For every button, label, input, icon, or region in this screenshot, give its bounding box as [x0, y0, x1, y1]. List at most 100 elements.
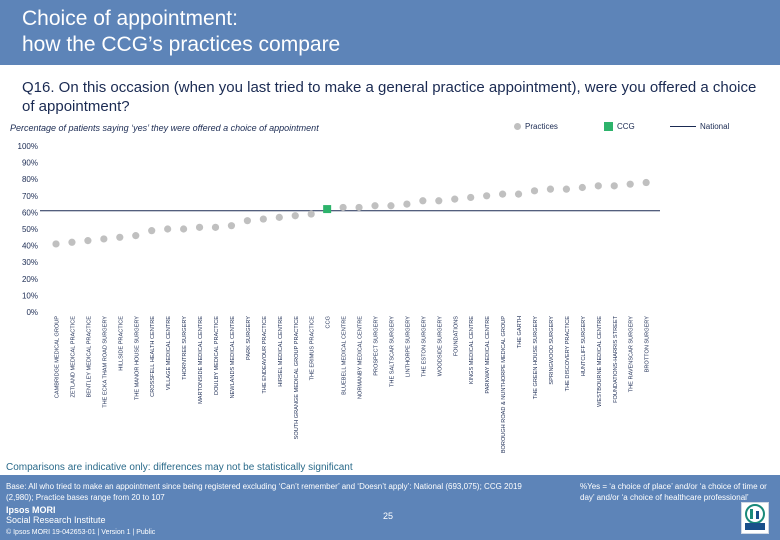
practice-point: [339, 203, 347, 212]
legend-ccg: CCG: [604, 122, 635, 131]
x-category-label: THE ECKA THAM ROAD SURGERY: [102, 316, 108, 408]
slide-title: Choice of appointment: how the CCG’s pra…: [22, 6, 340, 58]
practice-point: [483, 192, 491, 200]
page-number: 25: [383, 511, 394, 521]
practice-point: [291, 212, 299, 220]
x-category-label: THE GARTH: [517, 316, 523, 348]
x-category-label: FOUNDATIONS: [453, 316, 459, 357]
x-category-label: THE DISCOVERY PRACTICE: [565, 316, 571, 392]
x-category-label: BLUEBELL MEDICAL CENTRE: [342, 316, 348, 395]
practice-point: [132, 232, 140, 240]
x-category-label: VILLAGE MEDICAL CENTRE: [166, 316, 172, 390]
social-research-institute: Social Research Institute: [6, 515, 106, 525]
x-category-label: SPRINGWOOD SURGERY: [549, 316, 555, 385]
practice-point: [546, 185, 555, 193]
y-tick-label: 60%: [22, 208, 38, 217]
x-category-label: THE GREEN HOUSE SURGERY: [533, 316, 539, 399]
x-category-label: BENTLEY MEDICAL PRACTICE: [86, 316, 92, 398]
ipsos-mori-name: Ipsos MORI: [6, 505, 56, 515]
x-category-label: THE ENDEAVOUR PRACTICE: [262, 316, 268, 394]
legend-ccg-swatch: [604, 122, 613, 131]
x-category-label: WOODSIDE SURGERY: [437, 316, 443, 376]
x-category-label: PARKWAY MEDICAL CENTRE: [485, 316, 491, 394]
x-category-label: NEWLANDS MEDICAL CENTRE: [230, 316, 236, 399]
practice-point: [195, 223, 204, 231]
legend-national-label: National: [700, 122, 730, 131]
practice-point: [243, 217, 251, 225]
comparison-note: Comparisons are indicative only: differe…: [6, 462, 353, 473]
slide-header: [0, 0, 780, 65]
x-category-label: WESTBOURNE MEDICAL CENTRE: [597, 316, 603, 407]
y-tick-label: 90%: [22, 159, 38, 168]
x-category-label: PARK SURGERY: [246, 316, 252, 360]
ipsos-mori-wordmark: Ipsos MORI Social Research Institute: [6, 505, 106, 525]
legend-ccg-label: CCG: [617, 122, 635, 131]
y-tick-label: 0%: [26, 308, 38, 317]
practice-point: [610, 182, 618, 190]
legend-national-swatch: [670, 126, 696, 127]
footer-copyright: © Ipsos MORI 19-042653-01 | Version 1 | …: [6, 529, 156, 536]
practice-point: [307, 210, 315, 218]
practice-point: [355, 203, 363, 212]
x-category-label: CCG: [326, 316, 332, 328]
x-category-label: NORMANBY MEDICAL CENTRE: [358, 316, 364, 399]
practice-point: [403, 200, 411, 208]
y-tick-label: 40%: [22, 242, 38, 251]
x-category-label: FOUNDATIONS-HARRIS STREET: [613, 315, 619, 402]
practice-point: [562, 185, 571, 193]
y-tick-label: 30%: [22, 258, 38, 267]
practice-point: [419, 197, 427, 205]
practice-point: [451, 195, 459, 203]
practice-point: [211, 223, 220, 231]
practice-point: [435, 197, 443, 205]
x-category-label: ZETLAND MEDICAL PRACTICE: [70, 316, 76, 398]
practice-point: [578, 183, 586, 192]
title-line-1: Choice of appointment:: [22, 7, 238, 30]
y-tick-label: 10%: [22, 291, 38, 300]
x-category-label: LINTHORPE SURGERY: [405, 316, 411, 377]
x-category-label: THE SALTSCAR SURGERY: [389, 316, 395, 387]
practice-point: [467, 193, 475, 202]
practice-point: [514, 190, 523, 198]
x-category-label: CAMBRIDGE MEDICAL GROUP: [55, 316, 61, 398]
legend-practices-label: Practices: [525, 122, 558, 131]
ccg-point: [323, 205, 332, 214]
ipsos-logo-graphic: [745, 504, 765, 530]
y-tick-label: 70%: [22, 192, 38, 201]
x-category-label: HIRSEL MEDICAL CENTRE: [278, 316, 284, 387]
practice-point: [259, 215, 267, 223]
base-text: Base: All who tried to make an appointme…: [6, 482, 522, 502]
title-line-2: how the CCG’s practices compare: [22, 33, 341, 56]
x-category-label: THE ESTON SURGERY: [421, 316, 427, 377]
practice-point: [164, 225, 172, 233]
y-axis: 0% 10% 20% 30% 40% 50% 60% 70% 80% 90% 100%: [18, 142, 38, 317]
ipsos-logo-icon: [741, 502, 769, 534]
practice-point: [594, 182, 602, 190]
practice-point: [52, 240, 60, 248]
x-category-label: THE RAVENSCAR SURGERY: [629, 316, 635, 393]
x-category-label: BOROUGH ROAD & NUNTHORPE MEDICAL GROUP: [501, 316, 507, 453]
practice-point: [116, 233, 124, 241]
x-category-label: THE ERIMUS PRACTICE: [310, 316, 316, 381]
practice-point: [148, 227, 156, 235]
y-tick-label: 80%: [22, 175, 38, 184]
practice-point: [100, 235, 108, 243]
practice-point: [227, 222, 236, 230]
scatter-chart: 0% 10% 20% 30% 40% 50% 60% 70% 80% 90% 100% CAMBRI…: [18, 142, 660, 453]
practice-point: [371, 202, 379, 210]
practice-point: [642, 178, 650, 187]
practice-point: [68, 238, 76, 246]
practice-point: [387, 202, 395, 210]
y-tick-label: 100%: [18, 142, 38, 151]
chart-subtitle: Percentage of patients saying ‘yes’ they…: [10, 123, 319, 133]
practice-point: [84, 237, 92, 245]
x-category-label: HILLSIDE PRACTICE: [118, 316, 124, 371]
x-category-label: THORNTREE SURGERY: [182, 316, 188, 380]
y-tick-label: 20%: [22, 275, 38, 284]
practice-point: [626, 180, 634, 188]
legend-national: National: [670, 122, 729, 131]
x-category-label: THE MANOR HOUSE SURGERY: [134, 316, 140, 400]
x-category-label: SOUTH GRANGE MEDICAL GROUP PRACTICE: [294, 316, 300, 440]
x-category-label: CROSSFELL HEALTH CENTRE: [150, 316, 156, 397]
practice-point: [530, 187, 539, 195]
